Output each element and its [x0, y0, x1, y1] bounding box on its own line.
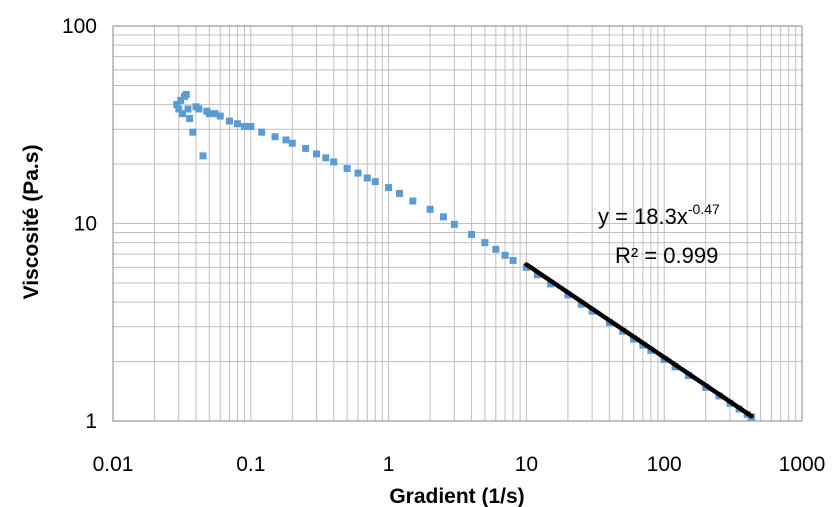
data-point	[205, 110, 213, 118]
x-axis-title: Gradient (1/s)	[389, 485, 524, 507]
data-point	[468, 230, 476, 238]
y-axis-title: Viscosité (Pa.s)	[20, 145, 43, 300]
data-point	[225, 117, 233, 125]
data-point	[492, 245, 500, 253]
data-point	[211, 110, 219, 118]
data-point	[199, 152, 207, 160]
data-point	[189, 128, 197, 136]
data-point	[216, 112, 224, 120]
data-point	[547, 280, 555, 288]
data-point	[330, 158, 338, 166]
power-trendline	[524, 262, 754, 419]
data-point	[182, 90, 190, 98]
data-point	[302, 144, 310, 152]
data-point	[313, 150, 321, 158]
data-point	[385, 184, 393, 192]
data-point	[343, 164, 351, 172]
data-point	[363, 174, 371, 182]
data-point	[509, 256, 517, 264]
x-tick-labels: 0.01 0.1 1 10 100 1000	[93, 453, 826, 476]
data-point	[179, 110, 187, 118]
y-tick-labels: 1 10 100	[62, 15, 97, 433]
plot-area-border	[112, 25, 803, 422]
trendline-r-squared: R² = 0.999	[615, 243, 718, 268]
data-point	[177, 96, 185, 104]
data-point	[371, 178, 379, 186]
data-point	[247, 122, 255, 130]
trendline-equation-base: y = 18.3x	[598, 204, 688, 229]
data-point	[450, 220, 458, 228]
data-point	[282, 136, 290, 144]
trendline-equation: y = 18.3x-0.47	[598, 201, 720, 229]
x-tick-label: 0.01	[93, 453, 134, 476]
trendline-equation-exponent: -0.47	[688, 201, 720, 217]
data-point	[271, 133, 279, 141]
data-point	[354, 169, 362, 177]
y-tick-label: 100	[62, 15, 97, 38]
x-tick-label: 1000	[779, 453, 826, 476]
data-point	[184, 105, 192, 113]
x-tick-label: 0.1	[236, 453, 265, 476]
x-tick-label: 10	[515, 453, 538, 476]
data-point	[577, 300, 585, 308]
data-point	[175, 105, 183, 113]
data-point	[240, 122, 248, 130]
data-point	[396, 189, 404, 197]
data-point	[173, 101, 181, 109]
data-point	[481, 239, 489, 247]
data-point	[409, 197, 417, 205]
y-tick-label: 1	[85, 410, 97, 433]
data-point	[233, 120, 241, 128]
data-point	[439, 213, 447, 221]
data-point	[426, 205, 434, 213]
x-tick-label: 100	[647, 453, 682, 476]
data-point	[186, 115, 194, 123]
data-point	[501, 251, 509, 259]
x-tick-label: 1	[383, 453, 395, 476]
data-point	[322, 154, 330, 162]
y-tick-label: 10	[74, 213, 97, 236]
data-point	[195, 105, 203, 113]
data-point	[258, 128, 266, 136]
data-point	[288, 139, 296, 147]
data-point	[522, 263, 530, 271]
data-point	[533, 271, 541, 279]
